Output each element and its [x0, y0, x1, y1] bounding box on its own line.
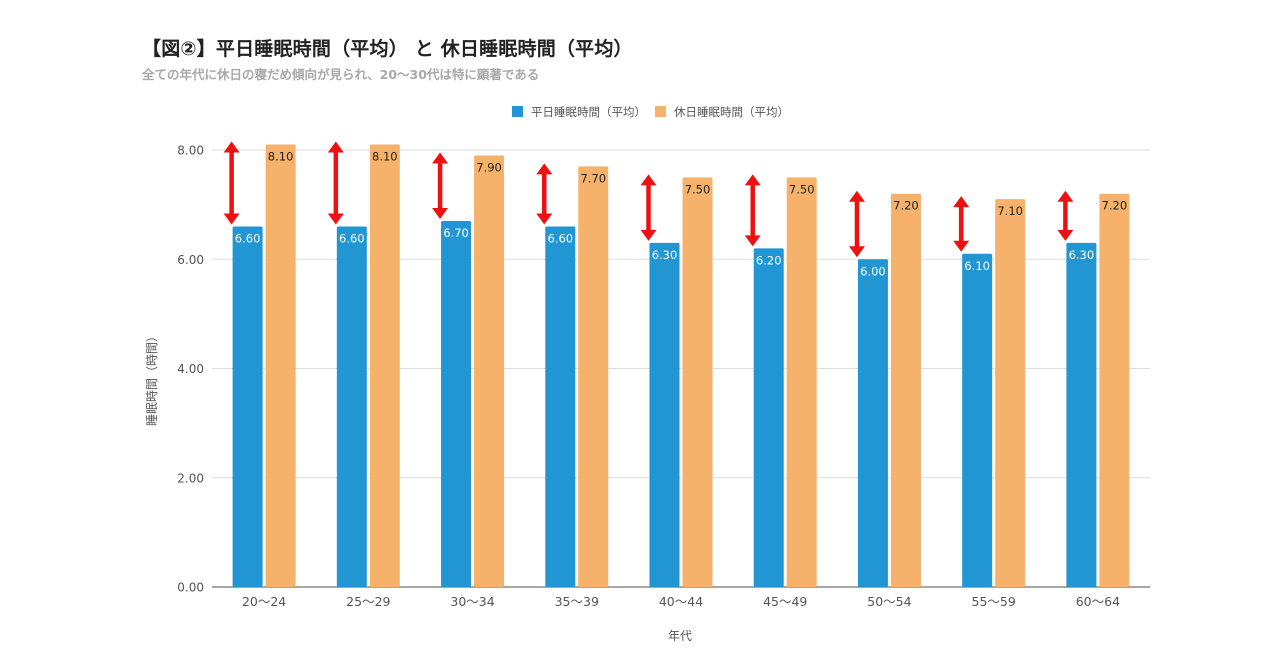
x-tick-label: 35〜39: [555, 594, 599, 609]
x-axis-title: 年代: [668, 629, 692, 643]
holiday-data-label: 7.90: [476, 160, 502, 174]
arrow-head-down: [953, 240, 970, 252]
y-tick-label: 2.00: [177, 471, 204, 485]
legend-swatch-holiday: [655, 106, 666, 117]
holiday-data-label: 7.50: [685, 182, 711, 196]
arrow-head-up: [744, 174, 761, 186]
holiday-data-label: 7.20: [893, 199, 919, 213]
holiday-bar: [995, 199, 1026, 587]
holiday-data-label: 8.10: [268, 150, 294, 164]
weekday-data-label: 6.60: [235, 231, 261, 245]
y-axis-title: 睡眠時間（時間）: [145, 330, 159, 426]
weekday-data-label: 6.60: [339, 231, 365, 245]
arrow-head-up: [327, 141, 344, 153]
x-tick-label: 60〜64: [1076, 594, 1120, 609]
holiday-data-label: 7.70: [580, 171, 606, 185]
holiday-bar: [682, 177, 713, 587]
weekday-bar: [441, 221, 472, 587]
weekday-data-label: 6.70: [443, 226, 469, 240]
arrow-head-down: [223, 213, 240, 225]
holiday-bar: [265, 144, 296, 587]
weekday-bar: [336, 226, 367, 587]
holiday-data-label: 7.20: [1102, 199, 1128, 213]
x-tick-label: 45〜49: [763, 594, 807, 609]
x-tick-label: 50〜54: [867, 594, 911, 609]
legend-label-holiday: 休日睡眠時間（平均）: [674, 105, 789, 119]
chart-title: 【図②】平日睡眠時間（平均） と 休日睡眠時間（平均）: [142, 38, 633, 60]
weekday-data-label: 6.30: [1069, 248, 1095, 262]
arrow-head-up: [1057, 190, 1074, 202]
holiday-data-label: 7.50: [789, 182, 815, 196]
holiday-bar: [578, 166, 609, 587]
arrow-head-up: [432, 152, 449, 164]
weekday-bar: [857, 259, 888, 587]
weekday-data-label: 6.10: [964, 259, 990, 273]
y-tick-label: 6.00: [177, 253, 204, 267]
weekday-bar: [232, 226, 263, 587]
weekday-bar: [962, 253, 993, 587]
x-tick-label: 30〜34: [450, 594, 494, 609]
arrow-head-down: [1057, 229, 1074, 241]
holiday-bar: [369, 144, 400, 587]
holiday-bar: [474, 155, 505, 587]
holiday-bar: [786, 177, 817, 587]
x-tick-label: 20〜24: [242, 594, 286, 609]
x-tick-label: 25〜29: [346, 594, 390, 609]
x-tick-label: 40〜44: [659, 594, 703, 609]
holiday-bar: [1099, 193, 1130, 587]
weekday-data-label: 6.60: [547, 231, 573, 245]
chart-subtitle: 全ての年代に休日の寝だめ傾向が見られ、20〜30代は特に顕著である: [142, 67, 540, 82]
arrow-head-up: [848, 190, 865, 202]
legend-swatch-weekday: [512, 106, 523, 117]
weekday-data-label: 6.00: [860, 264, 886, 278]
arrow-head-up: [223, 141, 240, 153]
weekday-bar: [545, 226, 576, 587]
holiday-data-label: 8.10: [372, 150, 398, 164]
weekday-bar: [649, 242, 680, 588]
arrow-head-down: [432, 208, 449, 220]
legend-label-weekday: 平日睡眠時間（平均）: [531, 105, 646, 119]
y-tick-label: 0.00: [177, 581, 204, 595]
arrow-head-up: [640, 174, 657, 186]
weekday-bar: [753, 248, 784, 587]
arrow-head-down: [744, 235, 761, 247]
y-tick-label: 8.00: [177, 144, 204, 158]
weekday-data-label: 6.30: [652, 248, 678, 262]
arrow-head-up: [953, 196, 970, 208]
x-tick-label: 55〜59: [972, 594, 1016, 609]
arrow-head-down: [848, 246, 865, 258]
arrow-head-down: [536, 213, 553, 225]
weekday-bar: [1066, 242, 1097, 588]
holiday-data-label: 7.10: [997, 204, 1023, 218]
y-tick-label: 4.00: [177, 362, 204, 376]
weekday-data-label: 6.20: [756, 253, 782, 267]
holiday-bar: [890, 193, 921, 587]
arrow-head-down: [640, 229, 657, 241]
arrow-head-down: [327, 213, 344, 225]
arrow-head-up: [536, 163, 553, 175]
